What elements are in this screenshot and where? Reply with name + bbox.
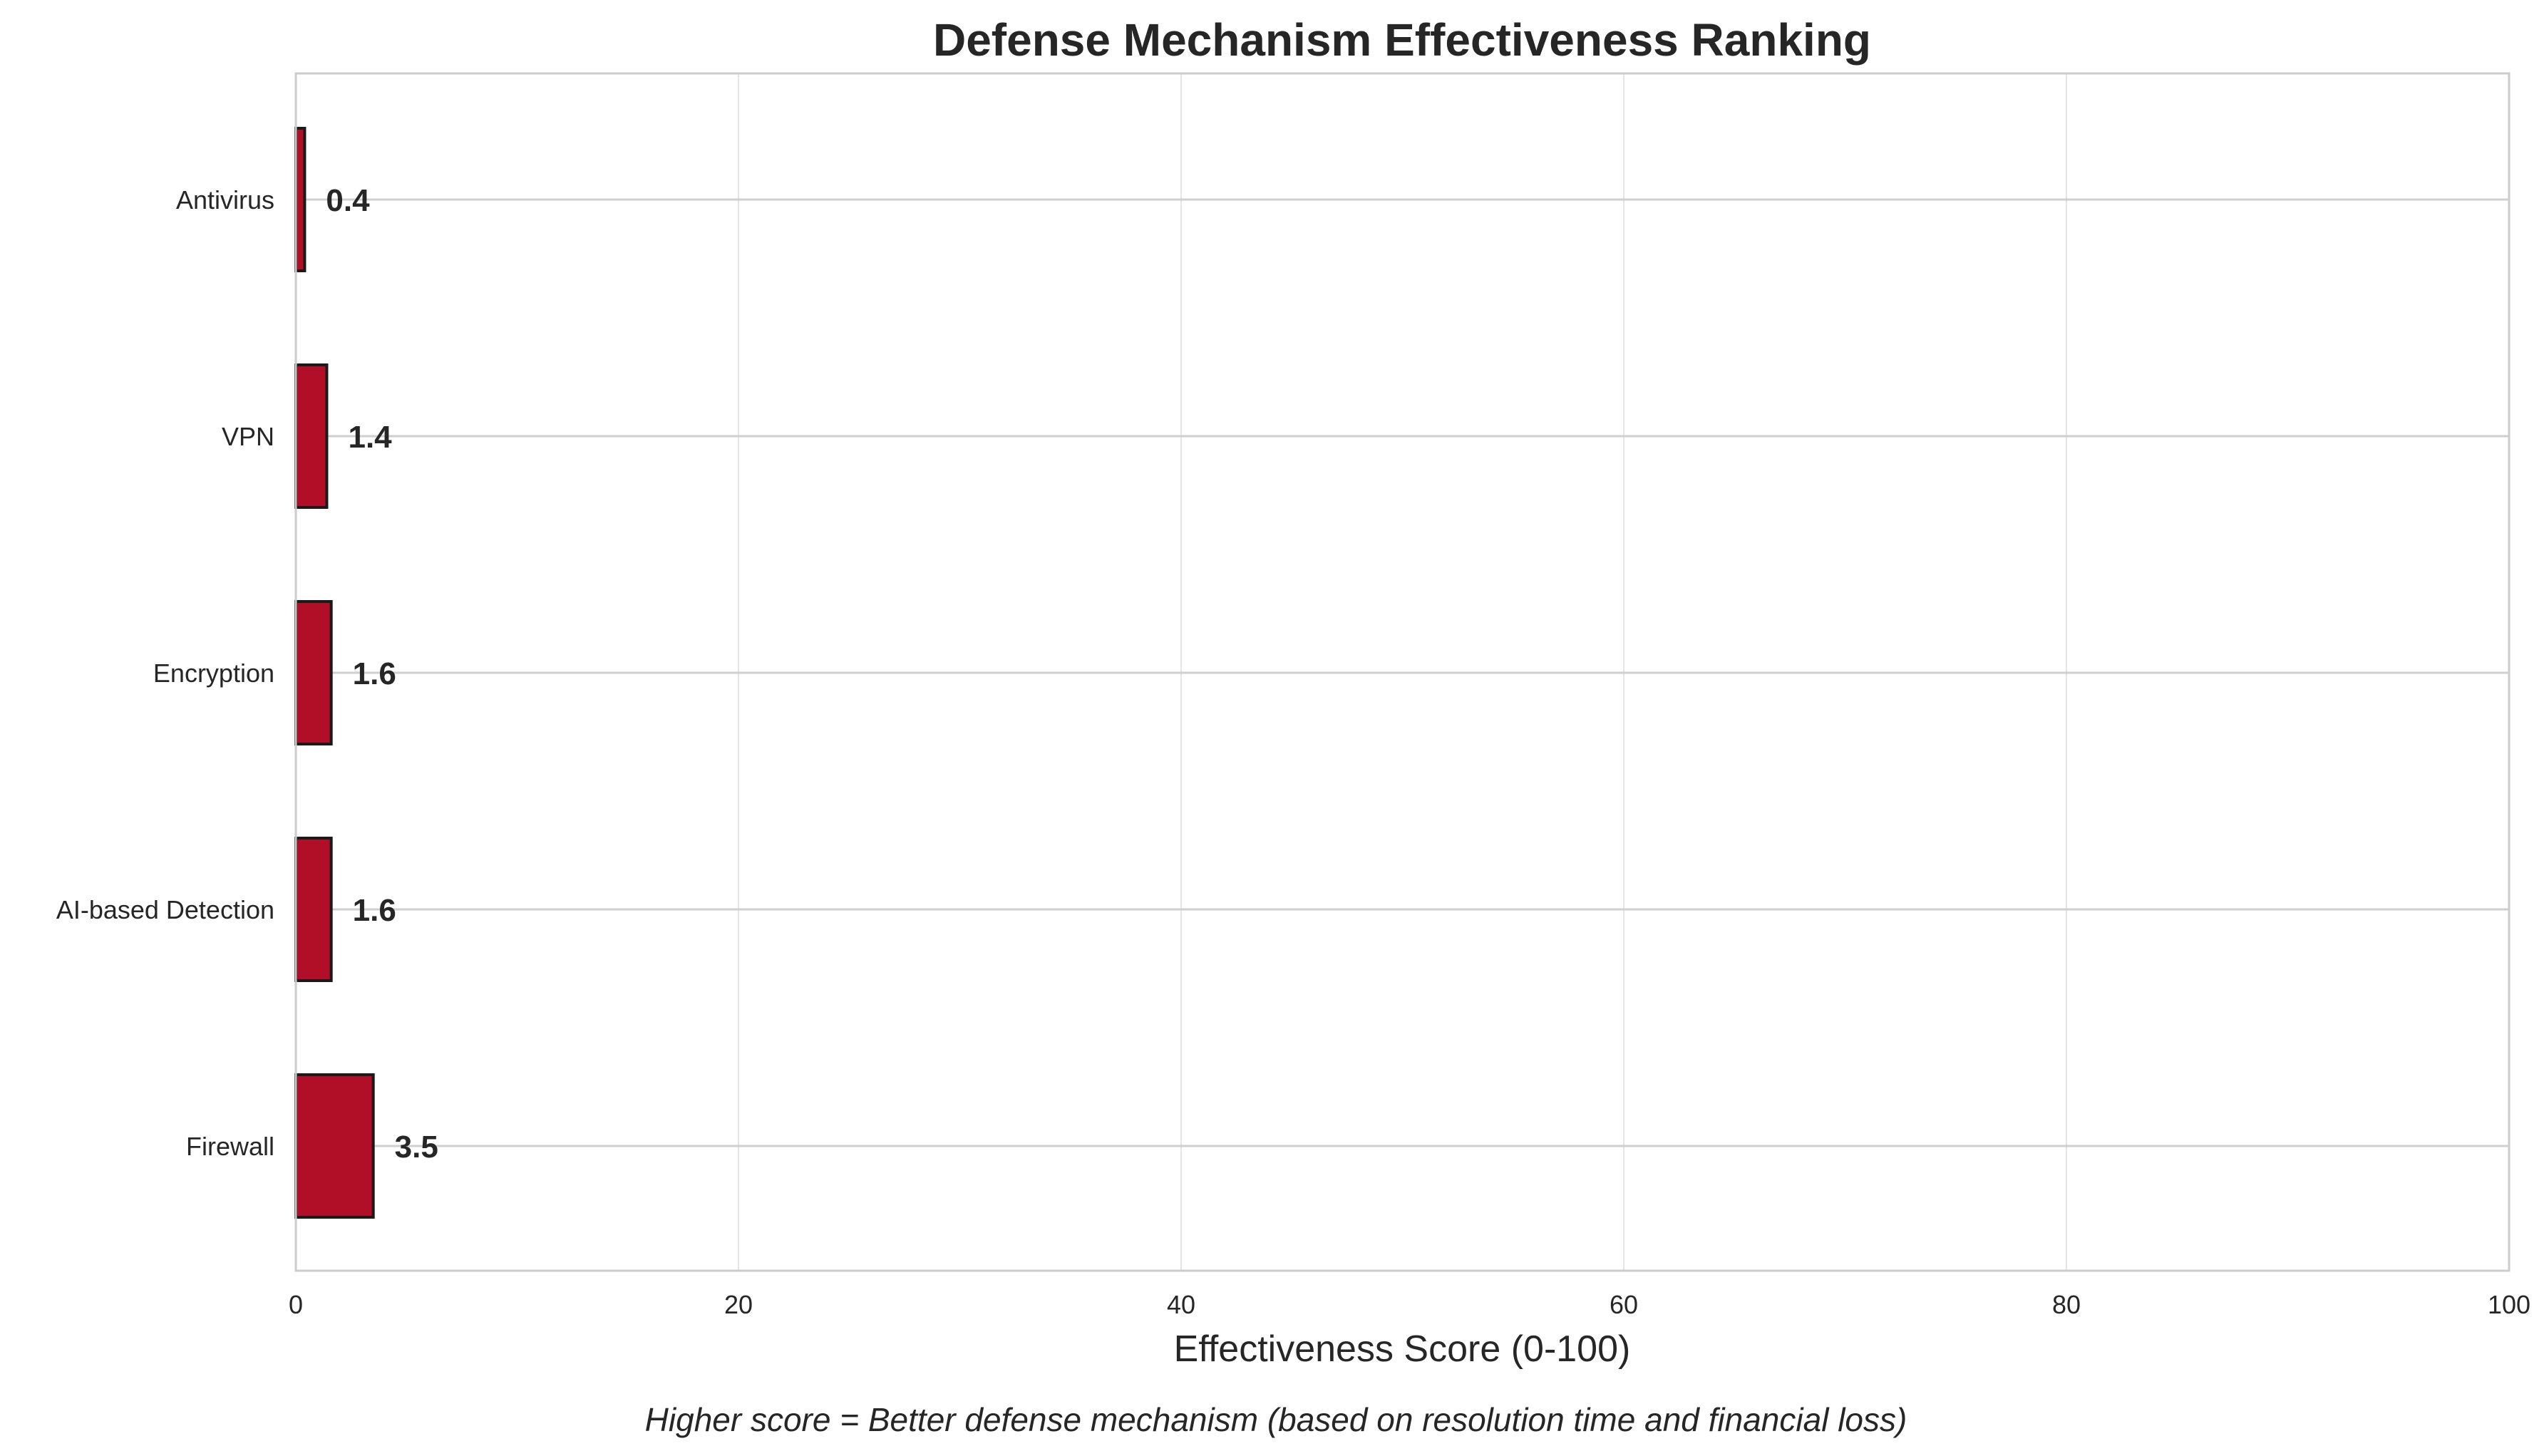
bar-antivirus: [294, 127, 307, 272]
x-tick-label: 60: [1610, 1290, 1638, 1319]
y-tick-label: Firewall: [186, 1132, 274, 1161]
bar-value-label: 1.4: [348, 420, 392, 455]
x-tick-label: 0: [289, 1290, 303, 1319]
grid-layer: [296, 73, 2509, 1271]
chart-caption: Higher score = Better defense mechanism …: [645, 1401, 1907, 1438]
x-axis-label: Effectiveness Score (0-100): [1174, 1328, 1631, 1370]
bar-value-label: 3.5: [395, 1130, 438, 1165]
bars-layer: [294, 127, 375, 1219]
bar-value-label: 1.6: [353, 893, 396, 928]
value-labels-layer: 0.4 1.4 1.6 1.6 3.5: [326, 183, 438, 1165]
x-tick-label: 20: [724, 1290, 753, 1319]
bar-encryption: [294, 600, 333, 745]
plot-frame: [294, 72, 2510, 1272]
x-tick-labels: 0 20 40 60 80 100: [289, 1290, 2530, 1319]
chart-title: Defense Mechanism Effectiveness Ranking: [933, 14, 1871, 66]
y-tick-label: Encryption: [153, 659, 274, 688]
bar-firewall: [294, 1073, 375, 1219]
bar-value-label: 1.6: [353, 656, 396, 691]
y-tick-label: Antivirus: [176, 185, 274, 215]
x-tick-label: 80: [2052, 1290, 2081, 1319]
y-tick-label: AI-based Detection: [56, 895, 274, 924]
bar-value-label: 0.4: [326, 183, 370, 218]
bar-vpn: [294, 363, 329, 509]
bar-ai-based-detection: [294, 837, 333, 982]
x-tick-label: 40: [1167, 1290, 1195, 1319]
y-tick-label: VPN: [222, 422, 274, 451]
y-tick-labels: Antivirus VPN Encryption AI-based Detection…: [56, 185, 274, 1161]
x-tick-label: 100: [2488, 1290, 2530, 1319]
